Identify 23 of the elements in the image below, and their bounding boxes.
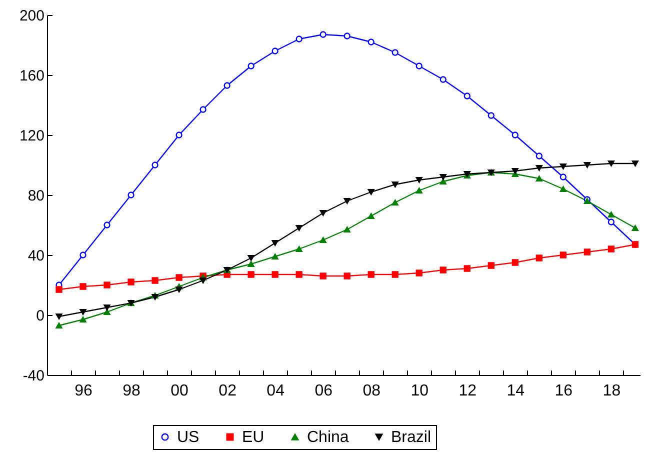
x-tick-label: 00: [170, 382, 189, 400]
x-tick-label: 14: [506, 382, 525, 400]
y-tick-label: 80: [28, 188, 44, 204]
x-tick-label: 10: [410, 382, 429, 400]
x-tick-label: 18: [602, 382, 621, 400]
legend-label: EU: [242, 429, 264, 446]
y-tick-label: 120: [19, 128, 44, 144]
y-tick-label: 160: [19, 68, 44, 84]
legend-label: US: [177, 429, 200, 446]
x-tick-label: 04: [266, 382, 285, 400]
x-tick-label: 08: [362, 382, 381, 400]
x-tick-label: 06: [314, 382, 333, 400]
x-tick-label: 02: [218, 382, 237, 400]
y-tick-label: 0: [36, 308, 44, 324]
y-tick-label: -40: [22, 368, 44, 384]
x-tick-label: 12: [458, 382, 477, 400]
x-tick-label: 98: [122, 382, 141, 400]
y-tick-label: 40: [28, 248, 44, 264]
y-tick-label: 200: [19, 8, 44, 24]
legend-label: Brazil: [391, 429, 432, 446]
legend-label: China: [307, 429, 349, 446]
x-tick-label: 96: [74, 382, 93, 400]
x-tick-label: 16: [554, 382, 573, 400]
